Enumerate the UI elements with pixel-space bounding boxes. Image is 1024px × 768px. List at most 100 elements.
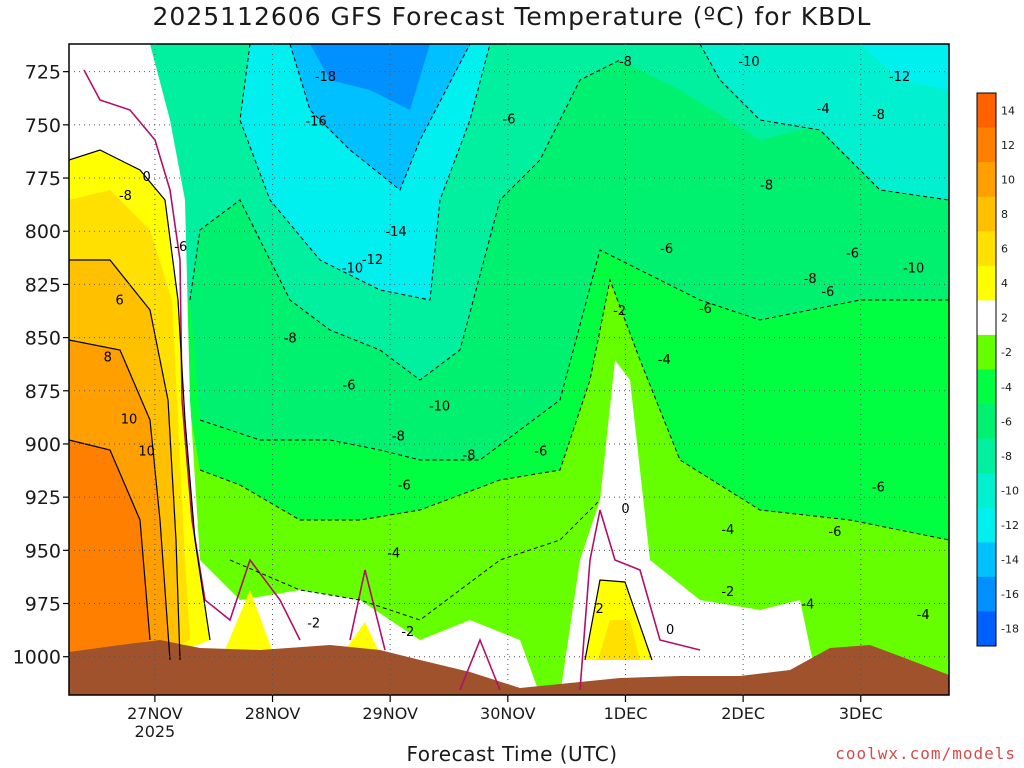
contour-lines xyxy=(69,44,949,691)
y-tick-label: 825 xyxy=(25,274,61,296)
colorbar-label: 14 xyxy=(1001,104,1015,117)
x-tick-label: 27NOV xyxy=(127,704,183,723)
contour-label: -8 xyxy=(392,429,405,444)
contour-label: 0 xyxy=(666,623,674,638)
contour-label: 0 xyxy=(621,502,629,517)
contour-label: -12 xyxy=(362,253,383,268)
contour-label: -6 xyxy=(398,478,411,493)
colorbar-label: 8 xyxy=(1001,208,1008,221)
colorbar-label: -14 xyxy=(1001,554,1019,567)
colorbar-swatch xyxy=(977,404,996,440)
contour-label: 10 xyxy=(121,412,138,427)
isotherm-dash-1 xyxy=(189,59,621,381)
plot-field xyxy=(69,44,949,695)
x-tick-label: 29NOV xyxy=(362,704,418,723)
contour-label-layer: -18-16-14-12-10-10-10-10-12-8-8-8-8-8-8-… xyxy=(104,55,930,640)
x-axis-title: Forecast Time (UTC) xyxy=(406,742,618,766)
contour-label: -8 xyxy=(284,332,297,347)
isotherm-warm-4 xyxy=(69,439,151,641)
colorbar-swatch xyxy=(977,576,996,612)
colorbar-label: 2 xyxy=(1001,312,1008,325)
contour-label: -8 xyxy=(872,108,885,123)
contour-label: -6 xyxy=(699,302,712,317)
colorbar-swatch xyxy=(977,473,996,509)
contour-label: -2 xyxy=(613,304,626,319)
colorbar-swatch xyxy=(977,231,996,267)
contour-label: -6 xyxy=(534,444,547,459)
colorbar-label: 6 xyxy=(1001,243,1008,256)
contour-label: -10 xyxy=(903,261,924,276)
chart-title: 2025112606 GFS Forecast Temperature (ºC)… xyxy=(152,2,872,31)
colorbar-label: 4 xyxy=(1001,277,1008,290)
colorbar-label: -8 xyxy=(1001,450,1012,463)
colorbar-swatch xyxy=(977,438,996,474)
contour-label: -2 xyxy=(307,617,320,632)
contour-label: -8 xyxy=(119,189,132,204)
field-cold-top-right2 xyxy=(860,44,949,90)
contour-label: -6 xyxy=(872,481,885,496)
y-tick-label: 1000 xyxy=(13,647,61,669)
field-band-minus4 xyxy=(69,280,949,695)
contour-label: -6 xyxy=(828,525,841,540)
contour-label: -8 xyxy=(619,55,632,70)
credit-link[interactable]: coolwx.com/models xyxy=(835,744,1016,763)
colorbar-label: -18 xyxy=(1001,623,1019,636)
contour-label: 0 xyxy=(143,170,151,185)
y-tick-label: 875 xyxy=(25,381,61,403)
isotherm-0-small2 xyxy=(459,637,501,691)
contour-label: -4 xyxy=(917,608,930,623)
contour-label: -16 xyxy=(305,115,326,130)
colorbar-label: -4 xyxy=(1001,381,1012,394)
x-tick-label: 2DEC xyxy=(721,704,765,723)
colorbar-label: 12 xyxy=(1001,139,1015,152)
contour-label: -4 xyxy=(658,353,671,368)
y-tick-label: 725 xyxy=(25,62,61,84)
isotherm-dash-4 xyxy=(239,44,491,301)
contour-label: -2 xyxy=(721,585,734,600)
colorbar-swatch xyxy=(977,162,996,198)
contour-label: 2 xyxy=(595,602,603,617)
contour-label: -10 xyxy=(429,400,450,415)
contour-label: -10 xyxy=(342,261,363,276)
isotherm-0-small xyxy=(349,569,386,651)
contour-label: -4 xyxy=(817,102,830,117)
colorbar-swatch xyxy=(977,196,996,232)
y-tick-label: 900 xyxy=(25,434,61,456)
contour-label: -6 xyxy=(660,242,673,257)
plot-frame xyxy=(68,43,950,696)
contour-label: -6 xyxy=(846,246,859,261)
contour-label: -10 xyxy=(738,55,759,70)
x-tick-label: 28NOV xyxy=(245,704,301,723)
field-cold-top-right xyxy=(700,44,949,200)
colorbar-label: -12 xyxy=(1001,519,1019,532)
field-band-minus8 xyxy=(190,60,949,460)
y-tick-label: 975 xyxy=(25,594,61,616)
colorbar-swatch xyxy=(977,542,996,578)
x-tick-label: 1DEC xyxy=(604,704,648,723)
isotherm-0-left xyxy=(83,69,301,641)
isotherm-warm-1 xyxy=(69,149,211,641)
y-tick-label: 800 xyxy=(25,221,61,243)
contour-label: -6 xyxy=(503,112,516,127)
y-tick-label: 750 xyxy=(25,115,61,137)
isotherm-warm-2 xyxy=(69,259,181,661)
contour-label: 10 xyxy=(138,444,155,459)
contour-label: -4 xyxy=(801,598,814,613)
contour-label: -18 xyxy=(315,70,336,85)
isotherm-dash-3 xyxy=(199,278,949,541)
contour-label: -14 xyxy=(385,225,406,240)
isotherm-warm-pocket xyxy=(584,579,653,661)
contour-label: 6 xyxy=(115,293,123,308)
isotherm-dash-2 xyxy=(199,249,949,461)
contour-label: -12 xyxy=(889,70,910,85)
contour-label: -8 xyxy=(804,272,817,287)
contour-label: -6 xyxy=(343,378,356,393)
y-tick-label: 925 xyxy=(25,487,61,509)
x-tick-sublabel: 2025 xyxy=(135,722,176,741)
y-axis: 725 750 775 800 825 850 875 900 925 950 975 1000 xyxy=(13,62,69,669)
colorbar-swatch xyxy=(977,507,996,543)
colorbar: 14 12 10 8 6 4 2 -2 -4 -6 -8 -10 -12 -14 -16 -18 xyxy=(976,92,1019,647)
colorbar-swatch xyxy=(977,127,996,163)
colorbar-swatch xyxy=(977,300,996,336)
